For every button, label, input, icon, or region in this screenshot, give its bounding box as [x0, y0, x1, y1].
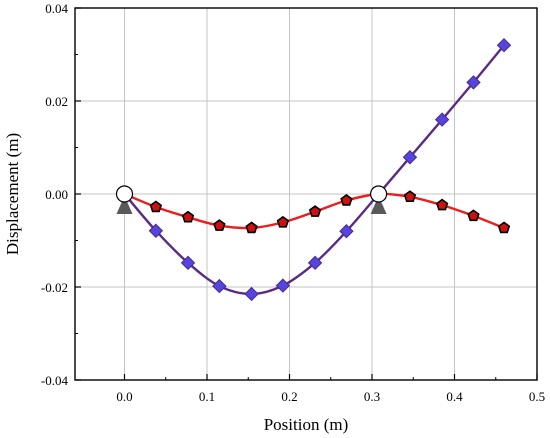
series-2-point: [403, 190, 417, 203]
x-tick-label: 0.2: [281, 389, 297, 404]
series-2-point: [245, 221, 258, 234]
series-1-point: [244, 286, 259, 302]
x-tick-label: 0.4: [446, 389, 463, 404]
series-2-point: [213, 219, 226, 231]
support-triangle: [116, 196, 133, 214]
y-tick-label: 0.02: [45, 94, 68, 109]
series-1-point: [212, 278, 227, 294]
series-1-point: [496, 37, 512, 53]
series-2-point: [181, 210, 195, 223]
x-tick-label: 0.1: [199, 389, 215, 404]
series-1-point: [402, 150, 418, 165]
support-node: [115, 185, 134, 203]
y-axis-title: Displacement (m): [3, 133, 22, 255]
axis-ticks: 0.0 0.1 0.2 0.3 0.4 0.5 -0.04 -0.02 0.00 0.02 0.04: [41, 1, 545, 404]
supports-layer: [115, 185, 388, 214]
series-1-point: [434, 112, 450, 127]
series-2-point: [149, 200, 163, 213]
support-node: [370, 185, 388, 203]
x-axis-title: Position (m): [264, 415, 349, 434]
series-1-point: [307, 255, 323, 271]
series-1-point: [339, 223, 354, 239]
series-1-point: [466, 75, 481, 90]
series-2-point: [308, 205, 322, 217]
series-1-point: [148, 223, 164, 238]
series-layer: [123, 37, 512, 302]
support-triangle: [370, 196, 387, 214]
series-2-point: [497, 221, 511, 234]
series-2-point: [276, 215, 290, 228]
y-tick-label: -0.02: [41, 280, 68, 295]
grid-lines: [75, 8, 537, 380]
series-1-point: [275, 278, 291, 293]
x-tick-label: 0.5: [529, 389, 545, 404]
series-2-point: [467, 209, 480, 222]
series-2-point: [340, 194, 353, 206]
y-tick-label: 0.04: [45, 1, 68, 16]
x-tick-label: 0.3: [364, 389, 380, 404]
x-tick-label: 0.0: [116, 389, 132, 404]
y-tick-label: 0.00: [45, 187, 68, 202]
series-1-point: [180, 255, 196, 271]
series-2-point: [435, 198, 449, 211]
y-tick-label: -0.04: [41, 373, 69, 388]
